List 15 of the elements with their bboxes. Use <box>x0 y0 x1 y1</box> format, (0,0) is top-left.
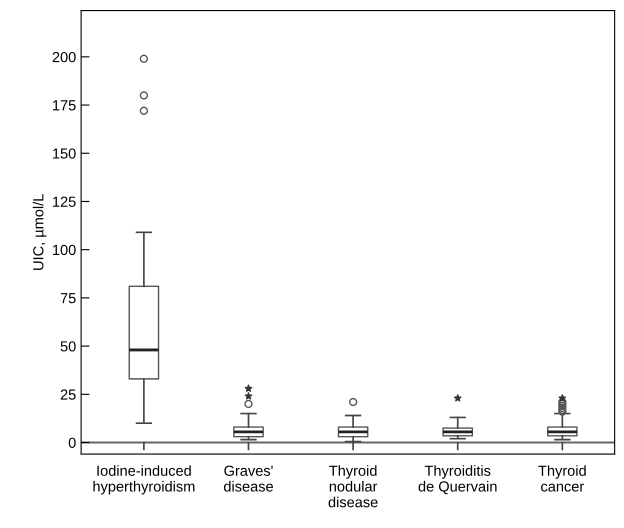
y-tick-label: 0 <box>68 438 76 448</box>
y-tick-label: 50 <box>60 341 76 352</box>
y-tick-label: 150 <box>53 148 76 159</box>
x-tick-label: Thyroid cancer <box>538 465 586 492</box>
x-tick-label: Thyroid nodular disease <box>328 465 378 508</box>
y-tick-label: 175 <box>53 100 76 110</box>
y-tick-label: 125 <box>53 196 76 207</box>
x-tick-label: Thyroiditis de Quervain <box>418 465 496 494</box>
y-tick-label: 25 <box>60 389 76 400</box>
x-tick-label: Graves' disease <box>224 466 273 492</box>
y-tick-label: 200 <box>52 52 76 62</box>
y-tick-label: 75 <box>60 293 76 304</box>
y-tick-label: 100 <box>53 244 76 256</box>
x-tick-label: Iodine-induced hyperthyroidism <box>93 465 194 494</box>
y-axis-title: UIC, µmol/L <box>32 194 46 270</box>
